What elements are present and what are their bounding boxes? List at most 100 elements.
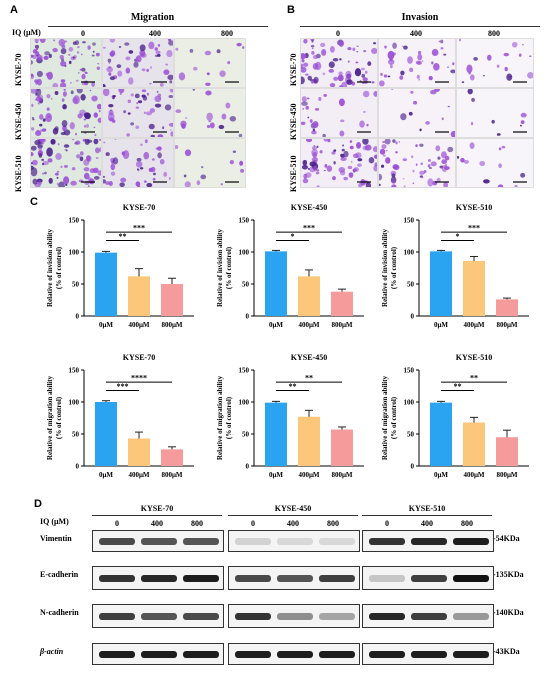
panel-a-row-0: KYSE-70 bbox=[14, 53, 23, 86]
invasion-image-r2-c2 bbox=[456, 138, 534, 188]
wb-band bbox=[277, 537, 313, 545]
wb-band bbox=[183, 537, 219, 545]
wb-group-title-1: KYSE-450 bbox=[274, 504, 312, 513]
wb-blot-box bbox=[92, 643, 224, 665]
wb-group-rule-2 bbox=[362, 515, 492, 516]
wb-blot-box bbox=[92, 530, 224, 552]
migration-image-r2-c2 bbox=[174, 138, 246, 188]
wb-blot-box bbox=[228, 566, 360, 590]
panel-a-letter: A bbox=[10, 4, 18, 16]
y-tick-label: 0 bbox=[411, 313, 415, 321]
y-tick-label: 50 bbox=[72, 431, 80, 439]
panel-b-col-2: 800 bbox=[488, 29, 500, 38]
bar-0 bbox=[430, 402, 452, 466]
bar-0 bbox=[95, 252, 117, 316]
x-tick-label: 800μM bbox=[161, 471, 182, 479]
wb-lane-label: 400 bbox=[287, 519, 299, 528]
wb-band bbox=[277, 574, 313, 582]
y-tick-label: 0 bbox=[76, 313, 80, 321]
invasion-image-r2-c0 bbox=[300, 138, 378, 188]
chart-title: KYSE-450 bbox=[291, 353, 327, 362]
bar-2 bbox=[161, 449, 183, 466]
wb-blot-box bbox=[362, 566, 494, 590]
bar-chart-4: KYSE-450 Relative of migration ability(% … bbox=[210, 350, 375, 495]
y-tick-label: 150 bbox=[69, 367, 80, 375]
wb-band bbox=[319, 537, 355, 545]
panel-a-title-rule bbox=[48, 26, 268, 27]
y-tick-label: 50 bbox=[242, 281, 250, 289]
sig-label-2: **** bbox=[131, 374, 147, 383]
wb-lane-label: 400 bbox=[151, 519, 163, 528]
wb-protein-label-0: Vimentin bbox=[40, 534, 72, 543]
x-tick-label: 400μM bbox=[128, 321, 149, 329]
y-tick-label: 0 bbox=[411, 463, 415, 471]
wb-lane-label: 0 bbox=[115, 519, 119, 528]
x-tick-label: 800μM bbox=[331, 471, 352, 479]
x-tick-label: 0μM bbox=[269, 471, 283, 479]
y-tick-label: 0 bbox=[246, 313, 250, 321]
wb-protein-label-2: N-cadherin bbox=[40, 608, 79, 617]
wb-band bbox=[235, 650, 271, 658]
wb-band bbox=[183, 612, 219, 620]
y-tick-label: 150 bbox=[69, 217, 80, 225]
panel-a-row-1: KYSE-450 bbox=[14, 103, 23, 140]
bar-0 bbox=[430, 251, 452, 316]
wb-band bbox=[99, 650, 135, 658]
sig-label-2: ** bbox=[470, 374, 478, 383]
invasion-image-r2-c1 bbox=[378, 138, 456, 188]
wb-band bbox=[319, 650, 355, 658]
sig-label-1: * bbox=[291, 232, 295, 241]
y-axis-label: Relative of invision ability(% of contro… bbox=[46, 229, 63, 307]
wb-band bbox=[183, 574, 219, 582]
sig-label-2: *** bbox=[303, 224, 315, 233]
invasion-image-r0-c0 bbox=[300, 38, 378, 88]
wb-group-title-0: KYSE-70 bbox=[140, 504, 174, 513]
panel-b-title: Invasion bbox=[401, 12, 439, 23]
bar-1 bbox=[298, 276, 320, 316]
bar-1 bbox=[463, 260, 485, 316]
sig-label-1: ** bbox=[289, 382, 297, 391]
wb-protein-label-3: β-actin bbox=[40, 647, 64, 656]
bar-0 bbox=[265, 402, 287, 466]
wb-lane-label: 800 bbox=[327, 519, 339, 528]
wb-lane-label: 400 bbox=[421, 519, 433, 528]
bar-chart-3: KYSE-70 Relative of migration ability(% o… bbox=[40, 350, 205, 495]
bar-1 bbox=[128, 276, 150, 316]
invasion-image-r1-c1 bbox=[378, 88, 456, 138]
bar-2 bbox=[496, 437, 518, 466]
wb-band bbox=[369, 612, 405, 620]
sig-label-2: ** bbox=[305, 374, 313, 383]
x-tick-label: 400μM bbox=[298, 471, 319, 479]
wb-band bbox=[141, 574, 177, 582]
bar-chart-5: KYSE-510 Relative of migration ability(% … bbox=[375, 350, 540, 495]
x-tick-label: 800μM bbox=[331, 321, 352, 329]
chart-title: KYSE-450 bbox=[291, 203, 327, 212]
chart-title: KYSE-510 bbox=[456, 203, 492, 212]
panel-b-row-0: KYSE-70 bbox=[289, 53, 298, 86]
bar-1 bbox=[128, 438, 150, 466]
wb-lane-label: 0 bbox=[385, 519, 389, 528]
sig-label-1: ** bbox=[454, 382, 462, 391]
y-tick-label: 100 bbox=[404, 399, 415, 407]
panel-a-col-0: 0 bbox=[81, 29, 85, 38]
x-tick-label: 400μM bbox=[463, 471, 484, 479]
migration-image-r2-c0 bbox=[30, 138, 102, 188]
panel-b-letter: B bbox=[287, 4, 295, 16]
y-tick-label: 100 bbox=[404, 249, 415, 257]
sig-label-2: *** bbox=[468, 224, 480, 233]
migration-image-r1-c2 bbox=[174, 88, 246, 138]
chart-title: KYSE-510 bbox=[456, 353, 492, 362]
y-tick-label: 50 bbox=[407, 431, 415, 439]
y-tick-label: 0 bbox=[246, 463, 250, 471]
migration-image-r0-c1 bbox=[102, 38, 174, 88]
y-axis-label: Relative of invision ability(% of contro… bbox=[216, 229, 233, 307]
wb-group-rule-0 bbox=[92, 515, 222, 516]
wb-band bbox=[369, 574, 405, 582]
wb-kda-label-1: -135KDa bbox=[493, 570, 524, 579]
panel-b-title-rule bbox=[300, 26, 540, 27]
x-tick-label: 0μM bbox=[434, 321, 448, 329]
panel-a-col-2: 800 bbox=[221, 29, 233, 38]
y-tick-label: 50 bbox=[407, 281, 415, 289]
wb-band bbox=[277, 650, 313, 658]
x-tick-label: 800μM bbox=[161, 321, 182, 329]
